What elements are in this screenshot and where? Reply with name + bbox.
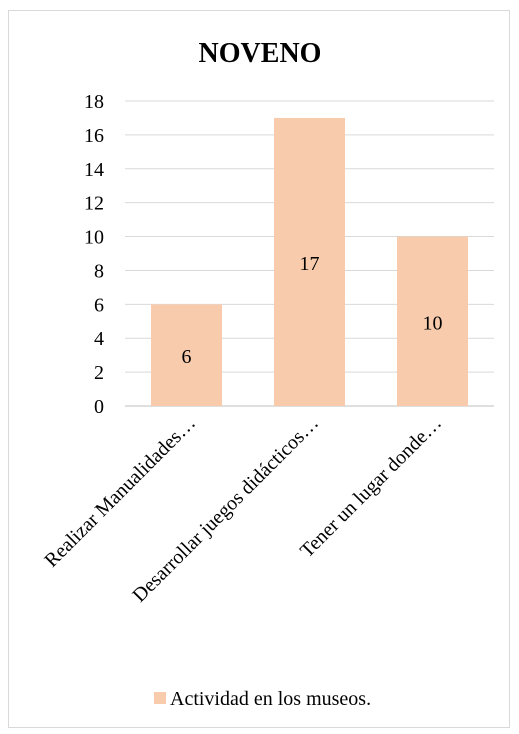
bar-value-label: 6 [182,346,192,368]
legend-label: Actividad en los museos. [170,688,371,710]
data-labels: 6 17 10 [182,253,443,368]
legend: Actividad en los museos. [154,688,371,710]
x-axis-labels: Realizar Manualidades…Desarrollar juegos… [40,412,446,607]
bar-value-label: 10 [423,312,443,334]
x-tick-label: Tener un lugar donde… [296,412,446,562]
y-tick-label: 8 [94,260,104,282]
bars [151,117,468,406]
legend-swatch [154,692,166,704]
y-axis-ticks: 0 2 4 6 8 10 12 14 16 18 [84,91,104,418]
bar [151,304,222,406]
y-tick-label: 4 [94,328,104,350]
bar-value-label: 17 [300,253,320,275]
y-tick-label: 18 [84,91,104,113]
y-tick-label: 16 [84,125,104,147]
y-tick-label: 0 [94,396,104,418]
bar [397,236,468,406]
y-tick-label: 10 [84,227,104,249]
y-tick-label: 2 [94,362,104,384]
y-tick-label: 14 [84,159,104,181]
chart-title: NOVENO [199,38,322,69]
bar [274,117,345,406]
y-tick-label: 12 [84,193,104,215]
y-tick-label: 6 [94,294,104,316]
